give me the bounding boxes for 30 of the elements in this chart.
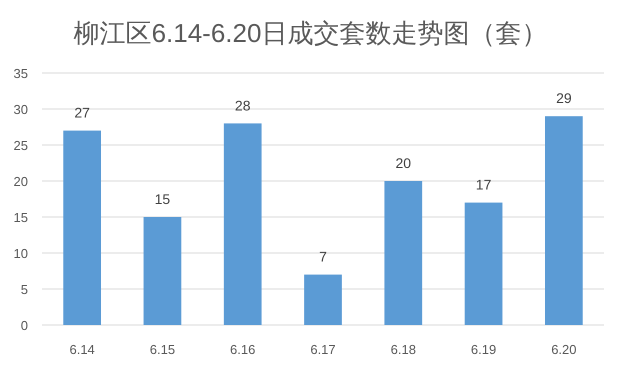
y-tick-label: 35: [14, 66, 28, 81]
y-tick-label: 0: [20, 318, 28, 333]
data-label: 20: [395, 155, 412, 171]
bar: [304, 274, 342, 325]
bar: [224, 123, 262, 325]
y-tick-label: 15: [14, 210, 28, 225]
x-tick-label: 6.17: [310, 342, 336, 357]
y-tick-label: 5: [20, 282, 28, 297]
data-label: 27: [74, 104, 90, 121]
x-tick-label: 6.19: [470, 342, 496, 357]
bar: [384, 181, 422, 325]
chart-title: 柳江区6.14-6.20日成交套数走势图（套）: [74, 18, 548, 48]
bar: [144, 217, 182, 325]
x-tick-label: 6.14: [69, 342, 95, 357]
bar: [63, 130, 102, 325]
x-tick-label: 6.20: [551, 342, 577, 357]
y-tick-label: 10: [14, 246, 28, 261]
data-label: 17: [476, 176, 492, 193]
x-tick-label: 6.15: [150, 342, 176, 357]
bar: [464, 202, 502, 325]
x-tick-label: 6.18: [390, 342, 416, 357]
y-tick-label: 20: [14, 174, 28, 189]
y-tick-label: 30: [14, 102, 28, 117]
y-tick-label: 25: [14, 138, 28, 153]
data-label: 7: [319, 248, 328, 265]
x-tick-label: 6.16: [230, 342, 256, 357]
data-label: 28: [234, 97, 251, 114]
bar: [544, 116, 583, 325]
data-label: 29: [556, 90, 572, 106]
data-label: 15: [154, 191, 170, 207]
